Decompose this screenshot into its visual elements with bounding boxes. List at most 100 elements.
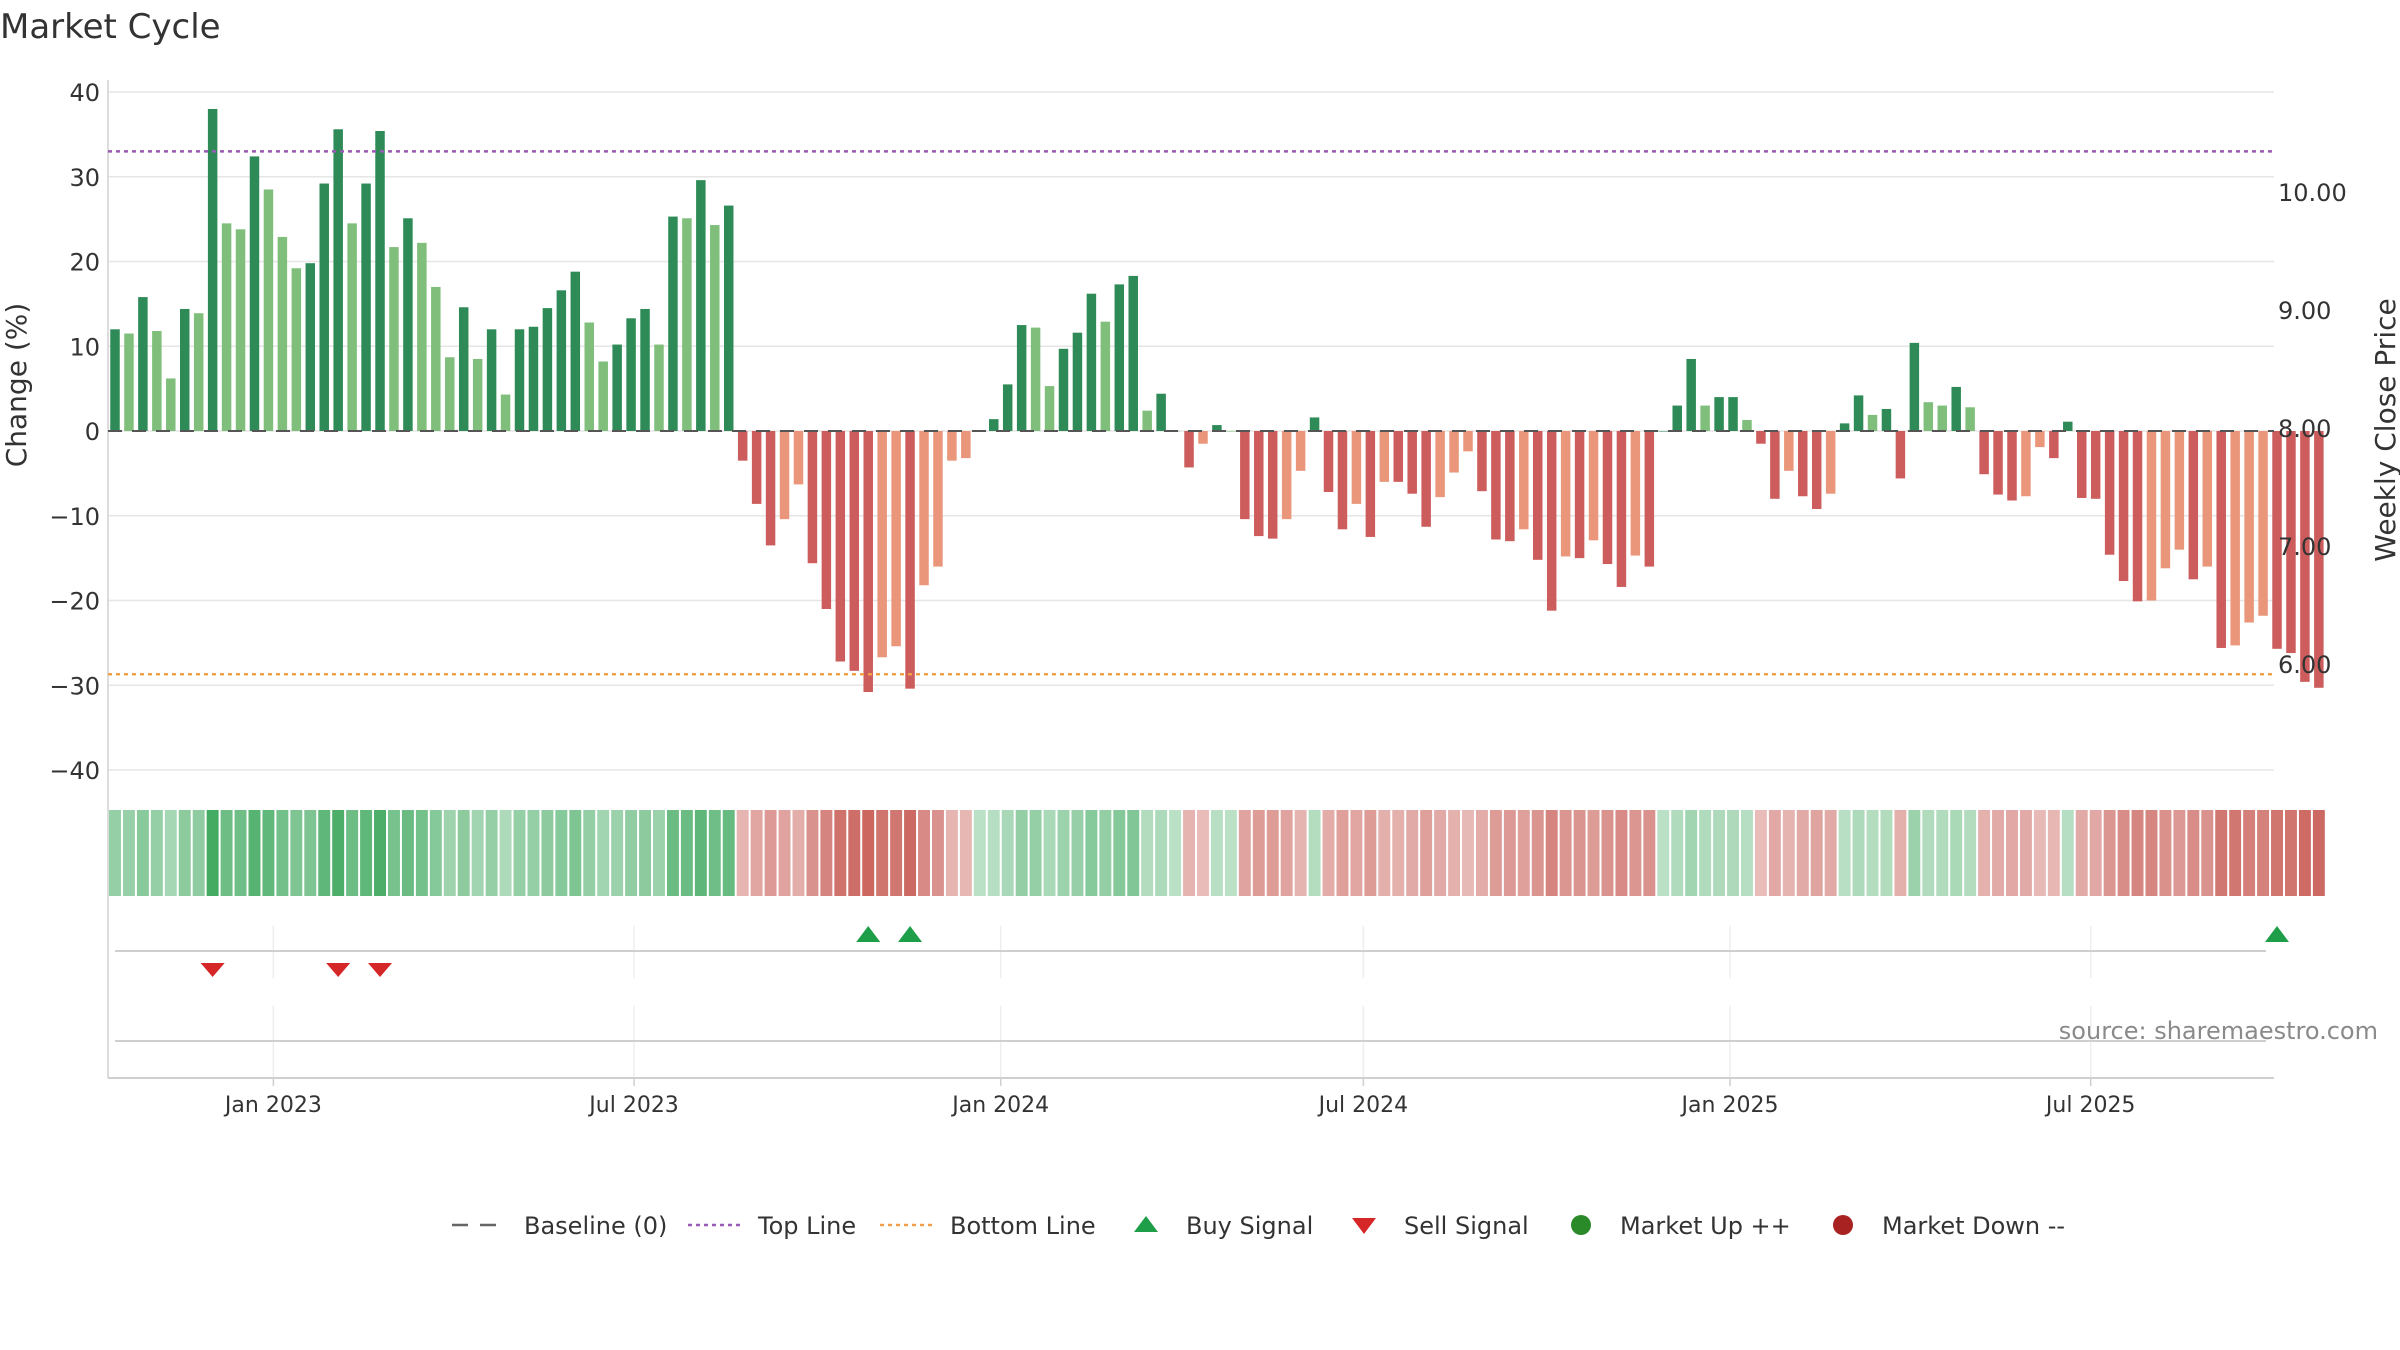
heat-cell [360,810,373,896]
heat-cell [1587,810,1600,896]
heat-strip [109,810,2325,896]
heat-cell [1503,810,1516,896]
bar [947,431,957,461]
heat-cell [1782,810,1795,896]
bar [249,156,260,431]
bar [2314,431,2324,688]
y-tick-label: 20 [69,249,100,277]
bar [486,329,497,431]
heat-cell [541,810,554,896]
bar [2090,431,2101,499]
bar [319,183,329,431]
bar [152,330,162,431]
heat-cell [2312,810,2325,896]
heat-cell [1768,810,1781,896]
bar [1240,431,1250,520]
heat-cell [485,810,498,896]
heat-cell [1085,810,1098,896]
bar [1881,408,1892,431]
heat-cell [374,810,386,896]
heat-cell [1462,810,1474,896]
bar-series [110,108,2324,693]
heat-cell [109,810,121,896]
bar [235,229,246,431]
heat-cell [834,810,847,896]
heat-cell [2019,810,2032,896]
bar [877,431,887,658]
heat-cell [1266,810,1279,896]
heat-cell [178,810,191,896]
bar [989,419,999,431]
bar [1700,405,1710,431]
heat-cell [987,810,1000,896]
bar [1993,431,2003,495]
bar [2049,431,2059,459]
bar [2160,431,2171,569]
bar [1574,431,1585,559]
heat-cell [1057,810,1070,896]
bar [1379,431,1390,482]
bar [2230,431,2240,646]
legend-down-swatch [1833,1215,1853,1235]
bar [765,431,776,546]
bar [1184,431,1194,468]
bar [1533,431,1543,560]
bar [835,431,846,662]
heat-cell [1936,810,1949,896]
heat-cell [1280,810,1293,896]
bar [891,431,901,647]
legend-up-swatch [1571,1215,1591,1235]
legend-item: Buy Signal [1134,1212,1313,1240]
bar [277,236,288,431]
bar [1602,431,1613,565]
bar [179,308,190,431]
legend: Baseline (0) Top Line Bottom Line Buy Signa… [452,1212,2065,1240]
heat-cell [2243,810,2256,896]
heat-cell [1531,810,1544,896]
heat-cell [1392,810,1405,896]
legend-label: Market Up ++ [1620,1212,1791,1240]
heat-cell [1071,810,1084,896]
heat-cell [1099,810,1112,896]
bar [1658,431,1669,432]
y-tick-label: −30 [49,672,100,700]
heat-cell [973,810,986,896]
heat-cell [1238,810,1251,896]
bar [2258,431,2268,616]
heat-cell [2006,810,2018,896]
heat-cell [457,810,470,896]
bar [1072,332,1083,431]
bar [1909,342,1920,431]
y-tick-label: 10 [69,333,100,361]
heat-cell [1015,810,1028,896]
source-note: source: sharemaestro.com [2059,1017,2378,1045]
bar [1756,431,1766,444]
heat-cell [2229,810,2242,896]
heat-cell [1350,810,1363,896]
heat-cell [122,810,135,896]
bar [1560,431,1571,557]
bar [793,431,804,485]
signal-panel [115,926,2290,978]
heat-cell [1601,810,1614,896]
bar [556,290,567,431]
heat-cell [764,810,777,896]
grid [107,80,2274,1078]
heat-cell [1699,810,1712,896]
heat-cell [1448,810,1461,896]
heat-cell [1029,810,1042,896]
bar [2063,421,2073,431]
heat-cell [1406,810,1419,896]
bar [1421,431,1431,527]
bar [1546,431,1557,611]
bar [654,344,664,431]
y2-tick-label: 7.00 [2278,533,2331,561]
bar [1030,327,1041,431]
heat-cell [304,810,317,896]
bar [1156,393,1166,431]
y2-axis-label: Weekly Close Price [2369,298,2400,561]
bar [2188,431,2199,580]
bar [1979,431,1989,475]
heat-cell [1420,810,1433,896]
bar [2244,431,2254,623]
